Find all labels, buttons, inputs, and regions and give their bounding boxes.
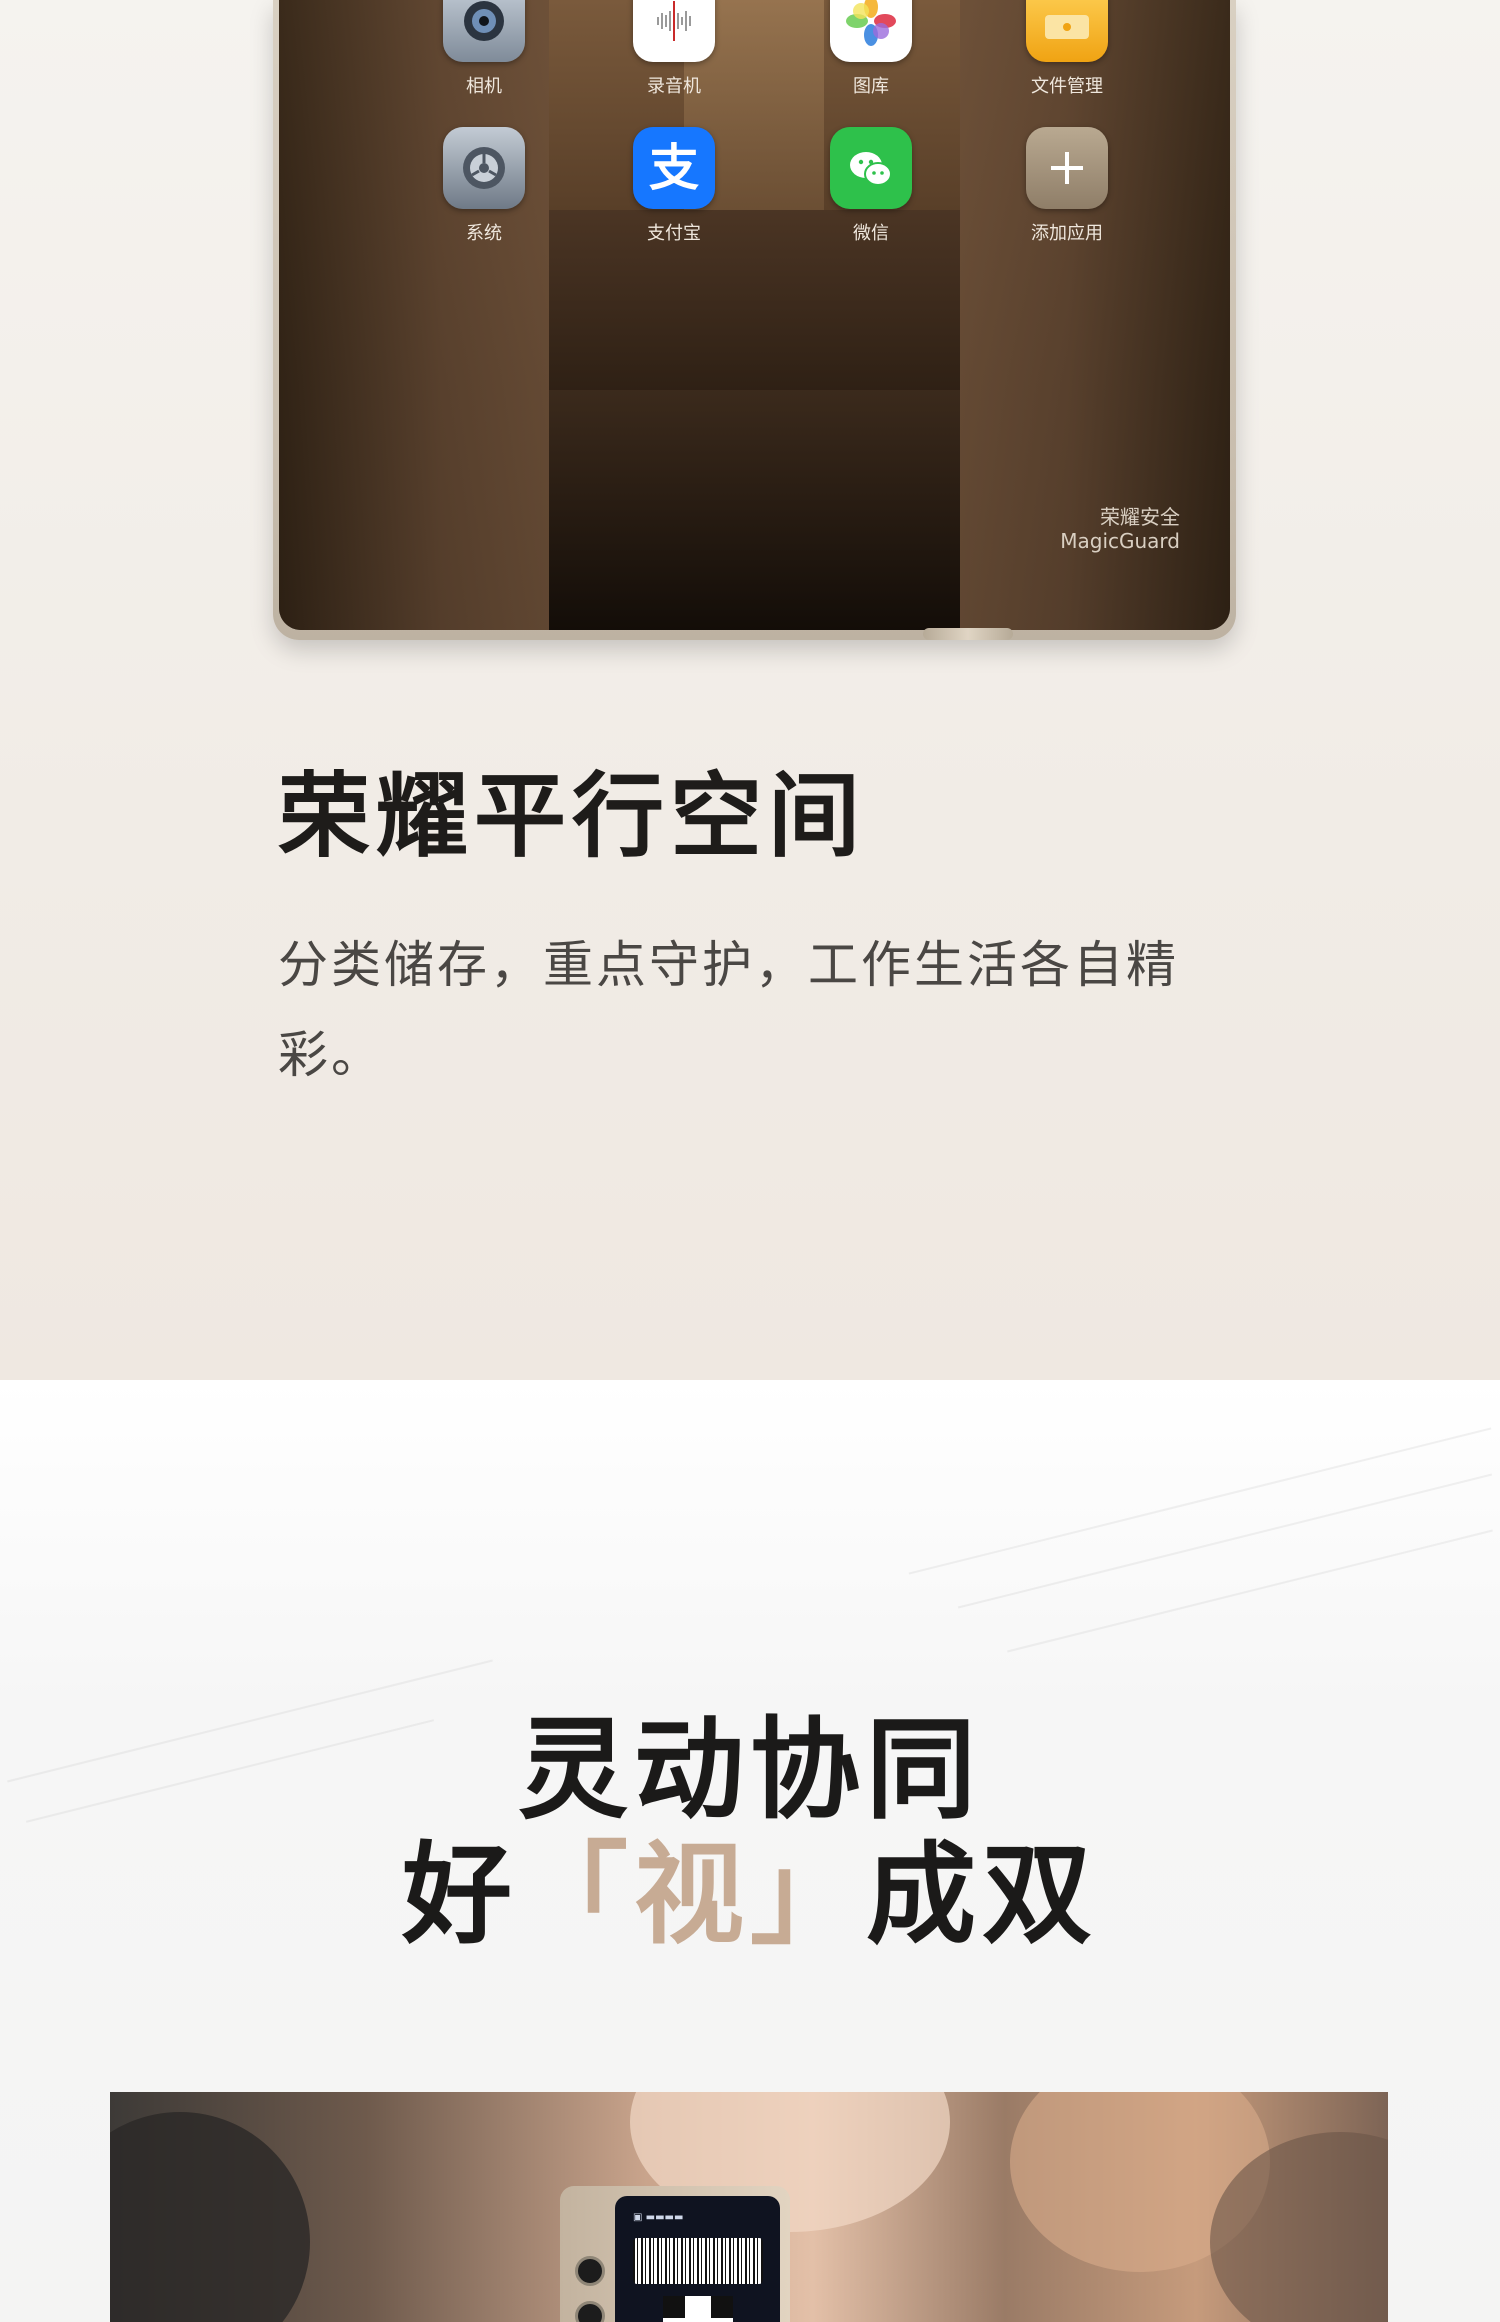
phone-cover-screen: ▣ ▬▬▬▬ bbox=[615, 2196, 780, 2322]
app-settings[interactable]: 系统 bbox=[429, 127, 539, 245]
alipay-icon: 支 bbox=[633, 127, 715, 209]
app-recorder[interactable]: 录音机 bbox=[619, 0, 729, 98]
headline-accent: 「视」 bbox=[518, 1831, 866, 1959]
recorder-icon bbox=[633, 0, 715, 62]
qr-code bbox=[663, 2296, 733, 2322]
barcode bbox=[633, 2238, 763, 2284]
headline-line-2: 好「视」成双 bbox=[0, 1805, 1500, 1965]
magicguard-badge: 荣耀安全 MagicGuard bbox=[1060, 505, 1180, 553]
app-label: 图库 bbox=[853, 76, 889, 97]
badge-line1: 荣耀安全 bbox=[1100, 505, 1180, 529]
app-alipay[interactable]: 支 支付宝 bbox=[619, 127, 729, 245]
app-label: 支付宝 bbox=[647, 223, 701, 244]
headline-prefix: 好 bbox=[402, 1831, 518, 1959]
app-add[interactable]: 添加应用 bbox=[1012, 127, 1122, 245]
headline-line-1: 灵动协同 bbox=[518, 1706, 982, 1834]
section-description: 分类储存，重点守护，工作生活各自精彩。 bbox=[278, 936, 1179, 1084]
app-label: 添加应用 bbox=[1031, 223, 1103, 244]
app-camera[interactable]: 相机 bbox=[429, 0, 539, 98]
app-gallery[interactable]: 图库 bbox=[816, 0, 926, 98]
foldable-phone-image: 相机 录音机 bbox=[273, 0, 1236, 640]
wechat-icon bbox=[830, 127, 912, 209]
app-label: 相机 bbox=[466, 76, 502, 97]
section-title: 荣耀平行空间 bbox=[278, 763, 867, 870]
app-file-manager[interactable]: 文件管理 bbox=[1012, 0, 1122, 98]
hinge bbox=[923, 628, 1013, 640]
camera-icon bbox=[443, 0, 525, 62]
settings-icon bbox=[443, 127, 525, 209]
pay-code-header: ▣ ▬▬▬▬ bbox=[633, 2212, 684, 2223]
app-wechat[interactable]: 微信 bbox=[816, 127, 926, 245]
headline-suffix: 成双 bbox=[866, 1831, 1098, 1959]
phone-screen: 相机 录音机 bbox=[279, 0, 1230, 630]
badge-line2: MagicGuard bbox=[1060, 529, 1180, 553]
app-label: 录音机 bbox=[647, 76, 701, 97]
parallel-space-section: 相机 录音机 bbox=[0, 0, 1500, 1380]
app-label: 系统 bbox=[466, 223, 502, 244]
flip-phone-image: ▣ ▬▬▬▬ bbox=[560, 2186, 790, 2322]
add-app-icon bbox=[1026, 127, 1108, 209]
app-label: 微信 bbox=[853, 223, 889, 244]
lifestyle-photo: ▣ ▬▬▬▬ bbox=[110, 2092, 1388, 2322]
file-manager-icon bbox=[1026, 0, 1108, 62]
app-label: 文件管理 bbox=[1031, 76, 1103, 97]
gallery-icon bbox=[830, 0, 912, 62]
